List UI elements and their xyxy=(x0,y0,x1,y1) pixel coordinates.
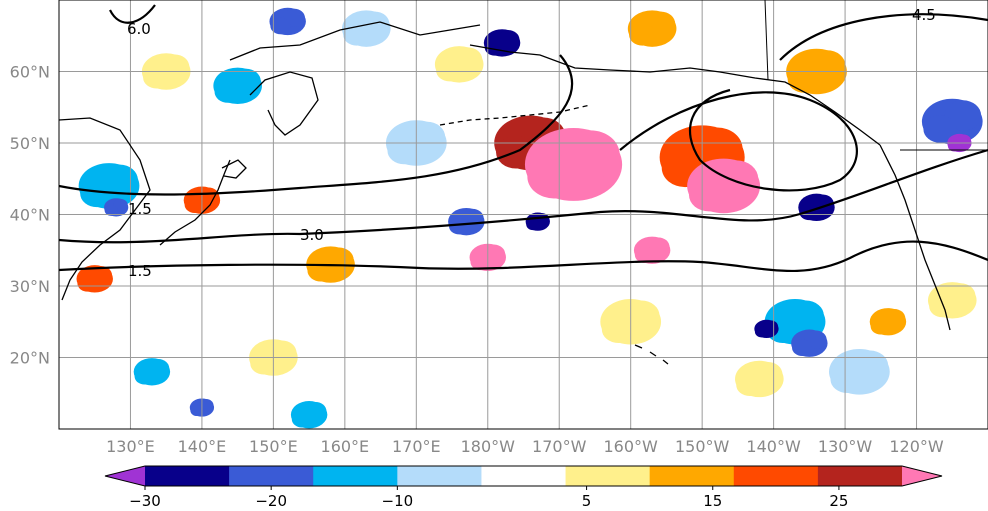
lon-tick-label: 180°W xyxy=(461,437,516,456)
contour-line-1.5-south xyxy=(59,240,988,272)
anomaly-patch xyxy=(687,158,761,214)
anomaly-patch xyxy=(786,48,847,95)
lon-tick-label: 130°E xyxy=(106,437,155,456)
contour-labels: 6.0 3.0 1.5 1.5 4.5 xyxy=(127,6,936,280)
gridlines xyxy=(59,0,988,429)
anomaly-patch xyxy=(927,282,977,319)
anomaly-patch xyxy=(828,349,890,395)
anomaly-patch xyxy=(341,10,391,47)
anomaly-patch xyxy=(627,10,677,47)
colorbar: −30 −20 −10 5 15 25 xyxy=(104,465,943,510)
contour-line-3.0 xyxy=(59,148,988,244)
lon-tick-label: 140°E xyxy=(178,437,227,456)
anomaly-patch xyxy=(290,401,328,429)
lat-tick-label: 50°N xyxy=(10,134,50,153)
colorbar-tick-label: −30 xyxy=(129,492,161,510)
anomaly-patch xyxy=(269,7,306,36)
anomaly-patch xyxy=(633,236,671,264)
anomaly-patch xyxy=(735,360,784,398)
anomaly-patch xyxy=(213,67,262,105)
contour-label: 4.5 xyxy=(912,6,936,24)
colorbar-swatch xyxy=(397,466,482,486)
japan-coastline xyxy=(159,159,231,246)
hawaii-islands xyxy=(634,344,669,365)
anomaly-patch xyxy=(133,358,171,386)
anomaly-patch xyxy=(524,128,623,201)
siberia-coastline xyxy=(229,21,481,61)
colorbar-swatch xyxy=(733,466,819,486)
lat-tick-label: 30°N xyxy=(10,277,50,296)
anomaly-patch xyxy=(798,193,835,222)
alaska-coastline xyxy=(469,44,881,146)
contour-line-6.0 xyxy=(109,4,156,24)
north-america-coastline xyxy=(879,144,951,331)
contour-line-4.5-east xyxy=(619,88,858,192)
colorbar-swatch xyxy=(145,466,230,486)
contour-label: 3.0 xyxy=(300,226,324,244)
lon-tick-label: 170°W xyxy=(532,437,587,456)
lat-tick-label: 20°N xyxy=(10,349,50,368)
contour-label: 1.5 xyxy=(128,262,152,280)
anomaly-patch xyxy=(78,163,140,209)
lon-tick-label: 120°W xyxy=(889,437,944,456)
lon-tick-label: 140°W xyxy=(746,437,801,456)
kamchatka-coastline xyxy=(249,71,319,136)
colorbar-swatch xyxy=(817,466,903,486)
colorbar-tick-label: −10 xyxy=(382,492,414,510)
aleutian-islands xyxy=(439,104,591,126)
latitude-ticks: 60°N 50°N 40°N 30°N 20°N xyxy=(10,63,50,368)
lon-tick-label: 160°W xyxy=(604,437,659,456)
colorbar-tick-label: 5 xyxy=(582,492,592,510)
lon-tick-label: 150°W xyxy=(675,437,730,456)
plot-frame xyxy=(58,0,988,430)
contour-label: 6.0 xyxy=(127,20,151,38)
lon-tick-label: 160°E xyxy=(321,437,370,456)
colorbar-swatch xyxy=(649,466,735,486)
contour-line-4.5-north xyxy=(779,13,988,61)
lon-tick-label: 170°E xyxy=(392,437,441,456)
colorbar-swatch xyxy=(902,466,942,486)
lon-tick-label: 130°W xyxy=(818,437,873,456)
colorbar-swatch xyxy=(105,466,145,486)
contour-label: 1.5 xyxy=(128,200,152,218)
colorbar-swatch xyxy=(481,466,567,486)
colorbar-swatch xyxy=(313,466,398,486)
anomaly-patch xyxy=(921,98,983,145)
anomaly-patch xyxy=(483,29,521,57)
longitude-ticks: 130°E 140°E 150°E 160°E 170°E 180°W 170°W 160°W… xyxy=(106,437,944,456)
anomaly-patch xyxy=(104,198,129,217)
lat-tick-label: 40°N xyxy=(10,206,50,225)
lat-tick-label: 60°N xyxy=(10,63,50,82)
anomaly-patch xyxy=(525,212,550,231)
colorbar-tick-label: −20 xyxy=(255,492,287,510)
anomaly-patch xyxy=(791,329,828,357)
lon-tick-label: 150°E xyxy=(249,437,298,456)
anomaly-patch xyxy=(869,308,907,336)
colorbar-tick-label: 25 xyxy=(829,492,848,510)
hokkaido-coastline xyxy=(221,159,247,179)
anomaly-patch xyxy=(448,207,485,236)
canada-border xyxy=(764,0,769,81)
anomaly-patch xyxy=(434,46,484,83)
contour-lines xyxy=(59,4,988,272)
colorbar-swatch xyxy=(229,466,314,486)
colorbar-tick-label: 15 xyxy=(703,492,722,510)
anomaly-field xyxy=(76,7,983,429)
anomaly-patch xyxy=(754,319,779,339)
contour-line-1.5-north xyxy=(59,54,574,196)
colorbar-swatch xyxy=(565,466,651,486)
